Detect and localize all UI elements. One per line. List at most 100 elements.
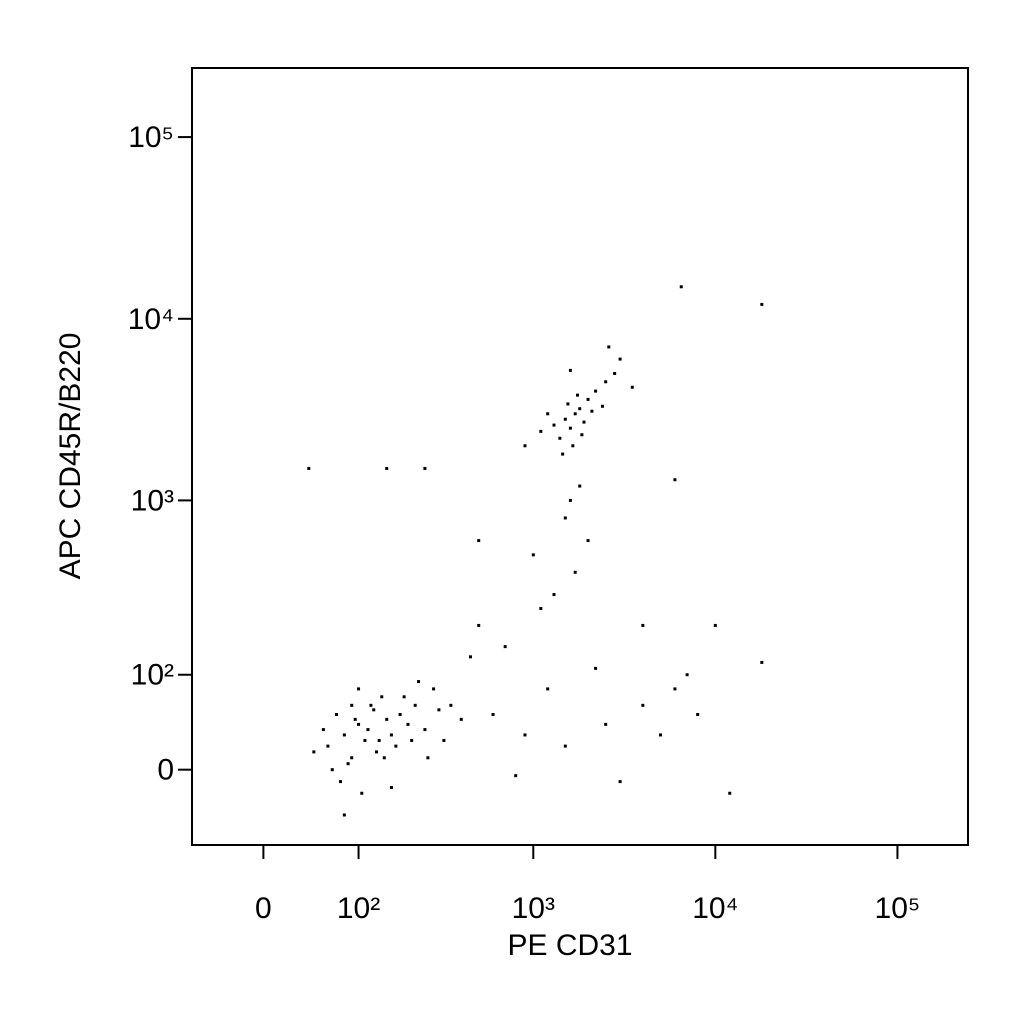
point (442, 738, 446, 742)
point (580, 433, 584, 437)
point (338, 780, 342, 784)
x-tick-label: 0 (255, 892, 272, 925)
point (539, 607, 543, 611)
point (353, 717, 357, 721)
point (659, 733, 663, 737)
point (613, 371, 617, 375)
point (394, 744, 398, 748)
y-tick-label: 10⁴ (128, 303, 174, 336)
point (566, 402, 570, 406)
x-tick-label: 10² (337, 892, 380, 925)
point (563, 744, 567, 748)
point (561, 452, 565, 456)
point (406, 722, 410, 726)
x-tick-label: 10³ (512, 892, 555, 925)
point (713, 623, 717, 627)
point (369, 703, 373, 707)
point (410, 738, 414, 742)
point (514, 774, 518, 778)
point (389, 785, 393, 789)
point (563, 417, 567, 421)
point (398, 713, 402, 717)
point (546, 687, 550, 691)
y-tick-label: 10³ (131, 484, 174, 517)
point (385, 466, 389, 470)
point (604, 722, 608, 726)
point (330, 768, 334, 772)
point (573, 412, 577, 416)
point (578, 407, 582, 411)
point (432, 687, 436, 691)
point (641, 703, 645, 707)
point (423, 466, 427, 470)
point (552, 593, 556, 597)
point (372, 708, 376, 712)
point (357, 687, 361, 691)
point (342, 813, 346, 817)
point (685, 673, 689, 677)
y-tick-label: 0 (157, 754, 174, 787)
point (350, 703, 354, 707)
point (389, 733, 393, 737)
point (558, 436, 562, 440)
point (600, 404, 604, 408)
point (417, 680, 421, 684)
point (426, 756, 430, 760)
point (760, 302, 764, 306)
point (363, 738, 367, 742)
point (586, 397, 590, 401)
point (402, 695, 406, 699)
point (477, 539, 481, 543)
point (568, 426, 572, 430)
point (413, 703, 417, 707)
point (503, 645, 507, 649)
point (679, 285, 683, 289)
point (459, 717, 463, 721)
point (594, 389, 598, 393)
point (604, 380, 608, 384)
point (641, 623, 645, 627)
point (382, 756, 386, 760)
point (563, 516, 567, 520)
point (568, 368, 572, 372)
point (366, 728, 370, 732)
point (552, 423, 556, 427)
point (578, 484, 582, 488)
point (575, 393, 579, 397)
point (594, 666, 598, 670)
point (618, 780, 622, 784)
point (334, 713, 338, 717)
point (477, 623, 481, 627)
point (618, 357, 622, 361)
point (539, 429, 543, 433)
plot-frame (191, 67, 969, 846)
y-tick-label: 10² (131, 659, 174, 692)
point (380, 695, 384, 699)
point (468, 655, 472, 659)
point (573, 570, 577, 574)
point (350, 756, 354, 760)
point (760, 660, 764, 664)
point (423, 728, 427, 732)
point (360, 791, 364, 795)
point (523, 733, 527, 737)
x-tick-label: 10⁵ (875, 892, 921, 925)
point (673, 687, 677, 691)
point (357, 722, 361, 726)
point (607, 345, 611, 349)
point (523, 444, 527, 448)
point (346, 762, 350, 766)
point (696, 713, 700, 717)
point (321, 728, 325, 732)
point (374, 750, 378, 754)
point (312, 750, 316, 754)
point (437, 708, 441, 712)
point (377, 738, 381, 742)
point (342, 733, 346, 737)
point (590, 409, 594, 413)
point (630, 385, 634, 389)
x-axis-label: PE CD31 (507, 929, 632, 962)
point (586, 539, 590, 543)
y-axis-label: APC CD45R/B220 (54, 333, 87, 580)
